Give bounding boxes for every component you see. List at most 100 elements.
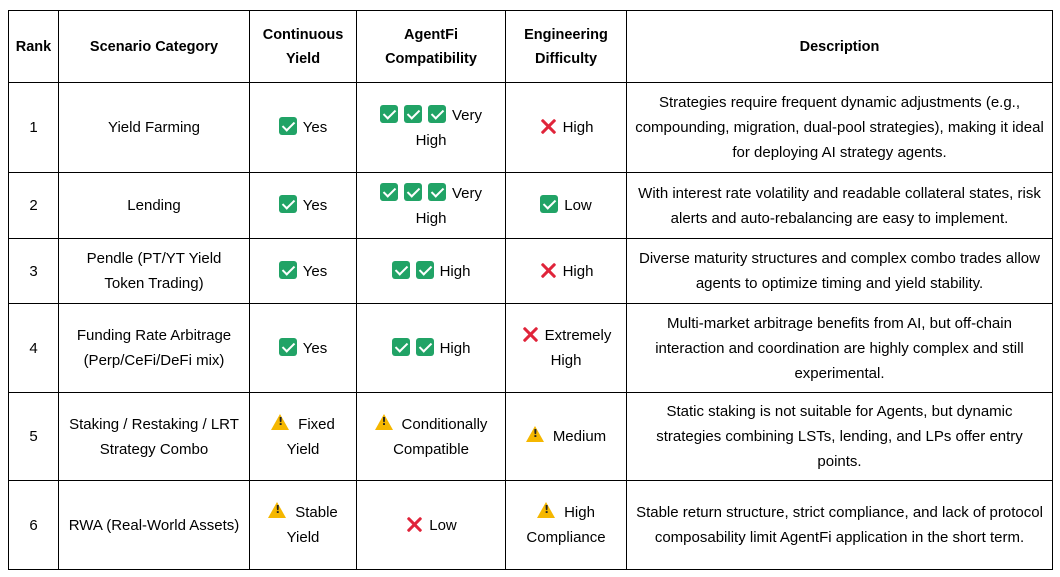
difficulty-text: Low bbox=[564, 197, 592, 214]
yield-text: Yes bbox=[302, 197, 328, 214]
description-cell: Stable return structure, strict complian… bbox=[626, 480, 1053, 570]
compat-icons bbox=[379, 104, 447, 124]
check-icon bbox=[391, 260, 410, 279]
difficulty-cell: Extremely High bbox=[505, 303, 627, 393]
description-cell: Strategies require frequent dynamic adju… bbox=[626, 82, 1053, 173]
yield-text: Yes bbox=[302, 119, 328, 136]
difficulty-cell: Low bbox=[505, 172, 627, 239]
cross-icon bbox=[539, 261, 557, 279]
category-cell: Lending bbox=[58, 172, 250, 239]
compat-cell: High bbox=[356, 238, 506, 304]
table-row: 5 Staking / Restaking / LRT Strategy Com… bbox=[8, 392, 1053, 481]
check-icon bbox=[427, 182, 446, 201]
check-icon bbox=[415, 260, 434, 279]
category-cell: Funding Rate Arbitrage (Perp/CeFi/DeFi m… bbox=[58, 303, 250, 393]
compat-icons bbox=[391, 260, 435, 280]
compat-icons bbox=[379, 182, 447, 202]
table-row: 2 Lending Yes Very High Low With interes… bbox=[8, 172, 1053, 239]
warning-icon bbox=[271, 413, 290, 430]
warning-icon bbox=[537, 502, 556, 518]
compat-cell: Very High bbox=[356, 82, 506, 173]
rank-cell: 1 bbox=[8, 82, 59, 173]
warning-icon bbox=[374, 413, 393, 430]
yield-cell: Yes bbox=[249, 238, 357, 304]
table-row: 6 RWA (Real-World Assets) Stable Yield L… bbox=[8, 480, 1053, 570]
check-icon bbox=[278, 117, 297, 135]
difficulty-cell: High bbox=[505, 238, 627, 304]
compat-icons bbox=[391, 337, 435, 357]
compat-text: High bbox=[439, 262, 471, 280]
difficulty-text: High bbox=[562, 119, 594, 136]
check-icon bbox=[391, 337, 410, 356]
difficulty-cell: High Compliance bbox=[505, 480, 627, 570]
yield-text: Stable Yield bbox=[286, 504, 338, 546]
warning-icon bbox=[525, 426, 544, 442]
yield-text: Yes bbox=[302, 339, 328, 357]
compat-text: Very High bbox=[415, 106, 482, 149]
difficulty-text: High bbox=[562, 262, 594, 280]
category-cell: RWA (Real-World Assets) bbox=[58, 480, 250, 570]
cross-icon bbox=[539, 117, 557, 135]
difficulty-text: Extremely High bbox=[544, 327, 612, 369]
check-icon bbox=[379, 182, 398, 201]
header-row: Rank Scenario Category Continuous Yield … bbox=[8, 10, 1053, 83]
check-icon bbox=[415, 337, 434, 356]
cross-icon bbox=[521, 325, 539, 343]
check-icon bbox=[379, 104, 398, 123]
check-icon bbox=[540, 195, 559, 213]
compat-cell: Low bbox=[356, 480, 506, 570]
compat-text: High bbox=[439, 339, 471, 357]
table-row: 3 Pendle (PT/YT Yield Token Trading) Yes… bbox=[8, 238, 1053, 304]
rank-cell: 4 bbox=[8, 303, 59, 393]
compat-icons bbox=[374, 413, 397, 433]
rank-cell: 3 bbox=[8, 238, 59, 304]
header-category: Scenario Category bbox=[58, 10, 250, 83]
difficulty-cell: Medium bbox=[505, 392, 627, 481]
rank-cell: 5 bbox=[8, 392, 59, 481]
compat-cell: Conditionally Compatible bbox=[356, 392, 506, 481]
description-cell: Multi-market arbitrage benefits from AI,… bbox=[626, 303, 1053, 393]
table-body: 1 Yield Farming Yes Very High High Strat… bbox=[8, 82, 1053, 570]
description-cell: Static staking is not suitable for Agent… bbox=[626, 392, 1053, 481]
yield-cell: Yes bbox=[249, 303, 357, 393]
rank-cell: 2 bbox=[8, 172, 59, 239]
yield-cell: Yes bbox=[249, 82, 357, 173]
category-cell: Yield Farming bbox=[58, 82, 250, 173]
header-compat: AgentFi Compatibility bbox=[356, 10, 506, 83]
difficulty-text: High Compliance bbox=[526, 504, 606, 546]
compat-cell: High bbox=[356, 303, 506, 393]
difficulty-cell: High bbox=[505, 82, 627, 173]
check-icon bbox=[278, 337, 297, 356]
header-difficulty: Engineering Difficulty bbox=[505, 10, 627, 83]
yield-cell: Stable Yield bbox=[249, 480, 357, 570]
header-yield: Continuous Yield bbox=[249, 10, 357, 83]
check-icon bbox=[278, 260, 297, 279]
cross-icon bbox=[405, 515, 423, 533]
check-icon bbox=[403, 182, 422, 201]
compat-icons bbox=[405, 517, 424, 534]
header-rank: Rank bbox=[8, 10, 59, 83]
header-description: Description bbox=[626, 10, 1053, 83]
category-cell: Staking / Restaking / LRT Strategy Combo bbox=[58, 392, 250, 481]
yield-text: Yes bbox=[302, 262, 328, 280]
rank-cell: 6 bbox=[8, 480, 59, 570]
description-cell: Diverse maturity structures and complex … bbox=[626, 238, 1053, 304]
warning-icon bbox=[268, 502, 287, 518]
difficulty-text: Medium bbox=[552, 428, 607, 445]
table-row: 1 Yield Farming Yes Very High High Strat… bbox=[8, 82, 1053, 173]
compat-cell: Very High bbox=[356, 172, 506, 239]
comparison-table-container: Rank Scenario Category Continuous Yield … bbox=[8, 10, 1053, 570]
check-icon bbox=[427, 104, 446, 123]
yield-cell: Yes bbox=[249, 172, 357, 239]
check-icon bbox=[278, 195, 297, 213]
description-cell: With interest rate volatility and readab… bbox=[626, 172, 1053, 239]
compat-text: Conditionally Compatible bbox=[393, 415, 488, 458]
check-icon bbox=[403, 104, 422, 123]
compat-text: Low bbox=[429, 516, 457, 534]
category-cell: Pendle (PT/YT Yield Token Trading) bbox=[58, 238, 250, 304]
yield-text: Fixed Yield bbox=[286, 415, 335, 458]
agentfi-scenario-table: Rank Scenario Category Continuous Yield … bbox=[8, 10, 1053, 570]
table-row: 4 Funding Rate Arbitrage (Perp/CeFi/DeFi… bbox=[8, 303, 1053, 393]
yield-cell: Fixed Yield bbox=[249, 392, 357, 481]
compat-text: Very High bbox=[415, 184, 482, 227]
